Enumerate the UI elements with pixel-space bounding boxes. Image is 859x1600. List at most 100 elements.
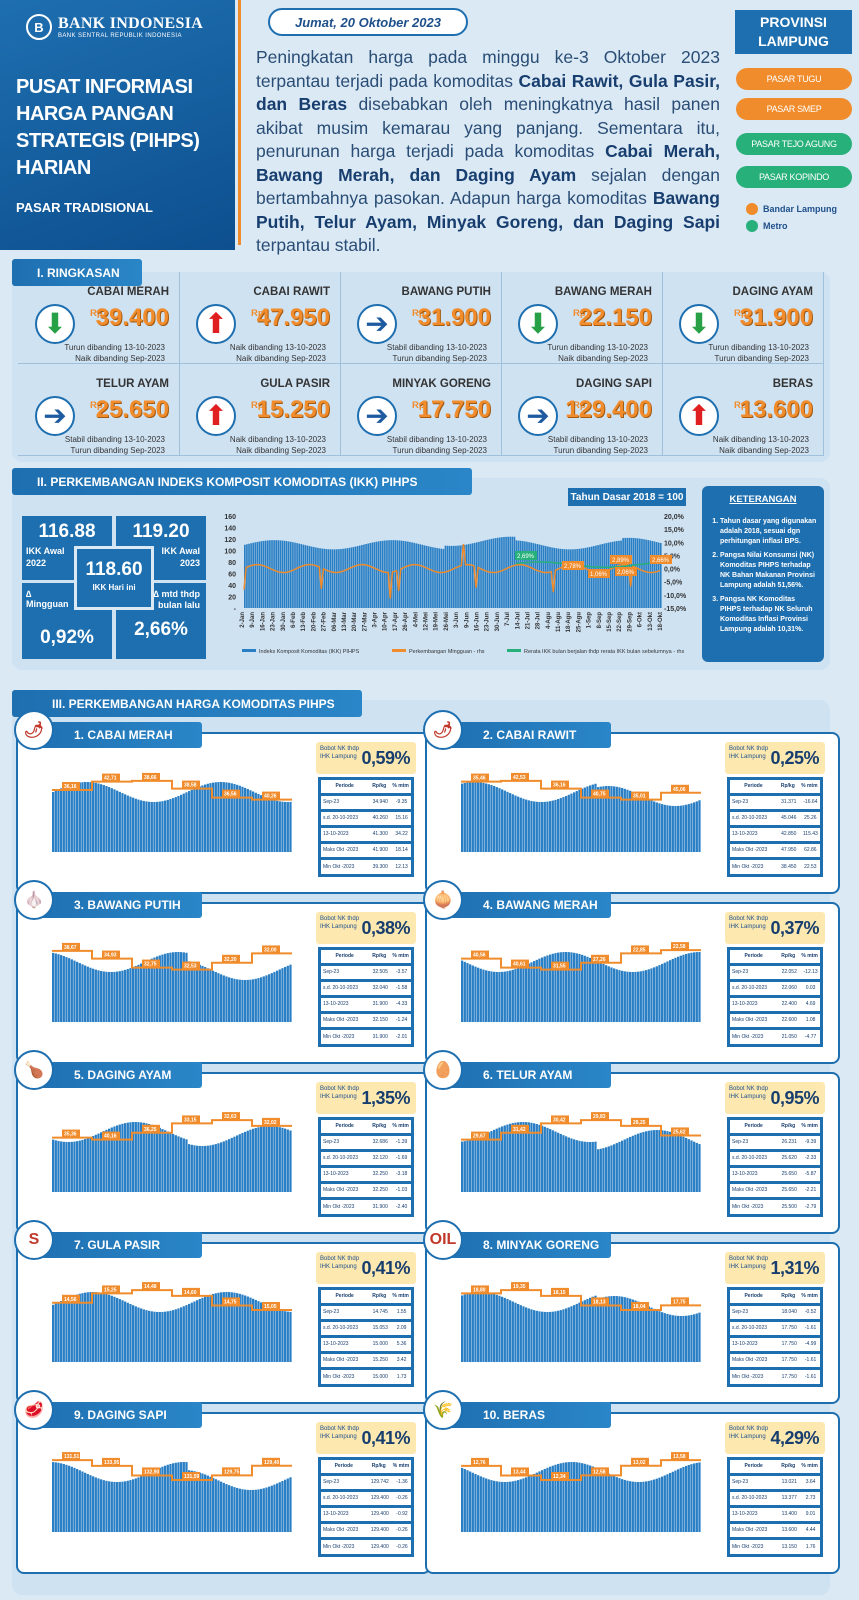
price-bar — [54, 953, 57, 1022]
ikk-mtd-label: ∆ mtd thdp bulan lalu — [153, 589, 200, 610]
y-tick-left: 100 — [224, 549, 236, 556]
market-1: PASAR SMEP — [736, 98, 852, 120]
x-tick: 3-Apr — [373, 611, 379, 627]
legend-swatch — [392, 649, 406, 652]
price-bar — [54, 1303, 57, 1362]
price-label: 133,95 — [104, 1460, 120, 1466]
ikk-awal-2023-value: 119.20 — [132, 521, 190, 542]
bobot-label: Bobot NK thdp IHK Lampung — [320, 746, 360, 760]
table-cell: 13-10-2023 — [730, 1164, 778, 1182]
ikk-bar — [384, 540, 386, 608]
price-bar — [487, 784, 490, 852]
price-bar — [461, 783, 464, 852]
ikk-bar — [645, 539, 647, 608]
chili-icon: 🌶 — [14, 710, 54, 750]
price-bar — [169, 799, 172, 852]
price-bar — [278, 1127, 281, 1192]
price-bar — [265, 797, 268, 852]
price-bar — [669, 1472, 672, 1532]
price-bar — [493, 971, 496, 1022]
price-bar — [586, 1298, 589, 1362]
price-bar — [156, 1468, 159, 1532]
x-tick: 18-Agu — [566, 612, 572, 633]
price-label-bg — [262, 1301, 280, 1310]
price-bar — [145, 801, 148, 852]
price-bar — [65, 1464, 68, 1532]
ikk-bar — [400, 540, 403, 608]
ikk-bar — [570, 549, 572, 608]
price-bar — [60, 788, 63, 852]
price-bar — [150, 1311, 153, 1362]
price-bar — [180, 1462, 183, 1532]
price-bar — [495, 1294, 498, 1362]
price-bar — [610, 786, 613, 852]
price-bar — [562, 1462, 565, 1532]
price-bar — [535, 1472, 538, 1532]
price-bar — [543, 801, 546, 852]
price-bar — [70, 1296, 73, 1362]
ikk-bar — [482, 540, 484, 608]
price-bar — [639, 1481, 642, 1532]
table-cell: 17.750 — [777, 1366, 800, 1384]
price-bar — [514, 1302, 517, 1362]
region-legend-0: Bandar Lampung — [746, 203, 837, 215]
price-bar — [685, 1137, 688, 1192]
price-table: Periode Rp/kg% mtm Sep-23 32.686 -1.39 s.d. 2… — [318, 1117, 414, 1217]
trend-down-icon: ⬇ — [518, 304, 558, 344]
price-bar — [525, 1477, 528, 1532]
price-bar — [698, 1312, 701, 1362]
weekly-compare: Turun dibanding 13-10-2023 — [547, 343, 648, 352]
price-bar — [185, 1462, 188, 1532]
bobot-box: Bobot NK thdp IHK Lampung 4,29% — [725, 1422, 825, 1454]
price-bar — [228, 1139, 231, 1192]
currency: Rp — [734, 400, 747, 411]
price-bar — [238, 1293, 241, 1362]
price-bar — [509, 970, 512, 1022]
price-bar — [661, 1476, 664, 1532]
ikk-bar — [338, 549, 340, 608]
price-label-bg — [262, 791, 280, 800]
table-row: Maks Okt -2023 25.650 -2.21 — [730, 1180, 820, 1198]
price-bar — [180, 1307, 183, 1362]
table-cell: 41.900 — [368, 840, 391, 858]
ikk-bar — [659, 543, 662, 608]
price-bar — [182, 952, 185, 1022]
price-bar — [76, 1469, 79, 1532]
price-bar — [108, 1481, 111, 1532]
price-label-bg — [511, 1467, 529, 1476]
price-bar — [482, 1292, 485, 1362]
table-cell: 34.940 — [368, 792, 391, 810]
price-bar — [626, 971, 629, 1022]
monthly-compare: Naik dibanding Sep-2023 — [75, 354, 165, 363]
price-bar — [618, 1141, 621, 1192]
table-cell: 12.13 — [390, 856, 411, 874]
ikk-bar — [519, 540, 522, 608]
price-bar — [57, 789, 60, 852]
ikk-bar — [421, 544, 424, 608]
price-bar — [637, 1481, 640, 1532]
price-bar — [134, 798, 137, 852]
column-header: Periode — [730, 1120, 778, 1134]
price-bar — [57, 1462, 60, 1532]
price-bar — [562, 797, 565, 852]
price-bar — [586, 786, 589, 852]
price-bar — [647, 1306, 650, 1362]
price-bar — [586, 1464, 589, 1532]
table-cell: s.d. 20-10-2023 — [321, 978, 369, 996]
price-bar — [511, 969, 514, 1022]
price-bar — [182, 1138, 185, 1192]
ikk-bar — [296, 543, 298, 608]
price-bar — [626, 789, 629, 852]
price-bar — [68, 785, 71, 852]
table-cell: Maks Okt -2023 — [730, 1180, 778, 1198]
price-label-bg — [631, 945, 649, 954]
price-bar — [693, 1141, 696, 1192]
price-bar — [519, 967, 522, 1022]
ikk-bar — [315, 547, 317, 608]
column-header: % mtm — [390, 950, 411, 964]
price-bar — [100, 1479, 103, 1532]
price-bar — [244, 787, 247, 852]
commodity-name: DAGING SAPI — [575, 378, 652, 390]
table-cell: 26.231 — [777, 1132, 800, 1150]
legend-label: Bandar Lampung — [763, 204, 838, 214]
